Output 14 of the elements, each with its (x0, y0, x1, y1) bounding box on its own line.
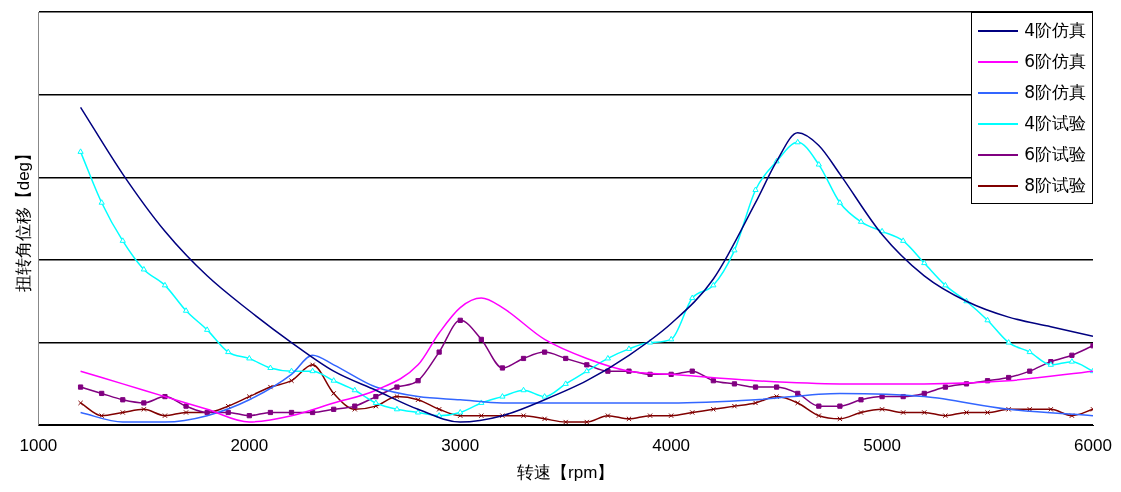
x-tick-label: 1000 (19, 436, 58, 456)
legend-label: 6阶试验 (1024, 143, 1086, 166)
x-tick-label: 4000 (652, 436, 691, 456)
x-tick-label: 5000 (863, 436, 901, 456)
x-tick-label: 3000 (441, 436, 480, 456)
legend-label: 6阶仿真 (1024, 50, 1086, 73)
legend-label: 4阶试验 (1024, 112, 1086, 135)
legend-label: 4阶仿真 (1024, 19, 1086, 42)
legend-label: 8阶仿真 (1024, 81, 1086, 104)
x-tick-label: 2000 (230, 436, 269, 456)
x-axis-title: 转速【rpm】 (517, 463, 615, 483)
x-tick-label: 6000 (1074, 436, 1112, 456)
legend-label: 8阶试验 (1024, 174, 1086, 197)
y-axis-title: 扭转角位移【deg】 (13, 144, 33, 293)
